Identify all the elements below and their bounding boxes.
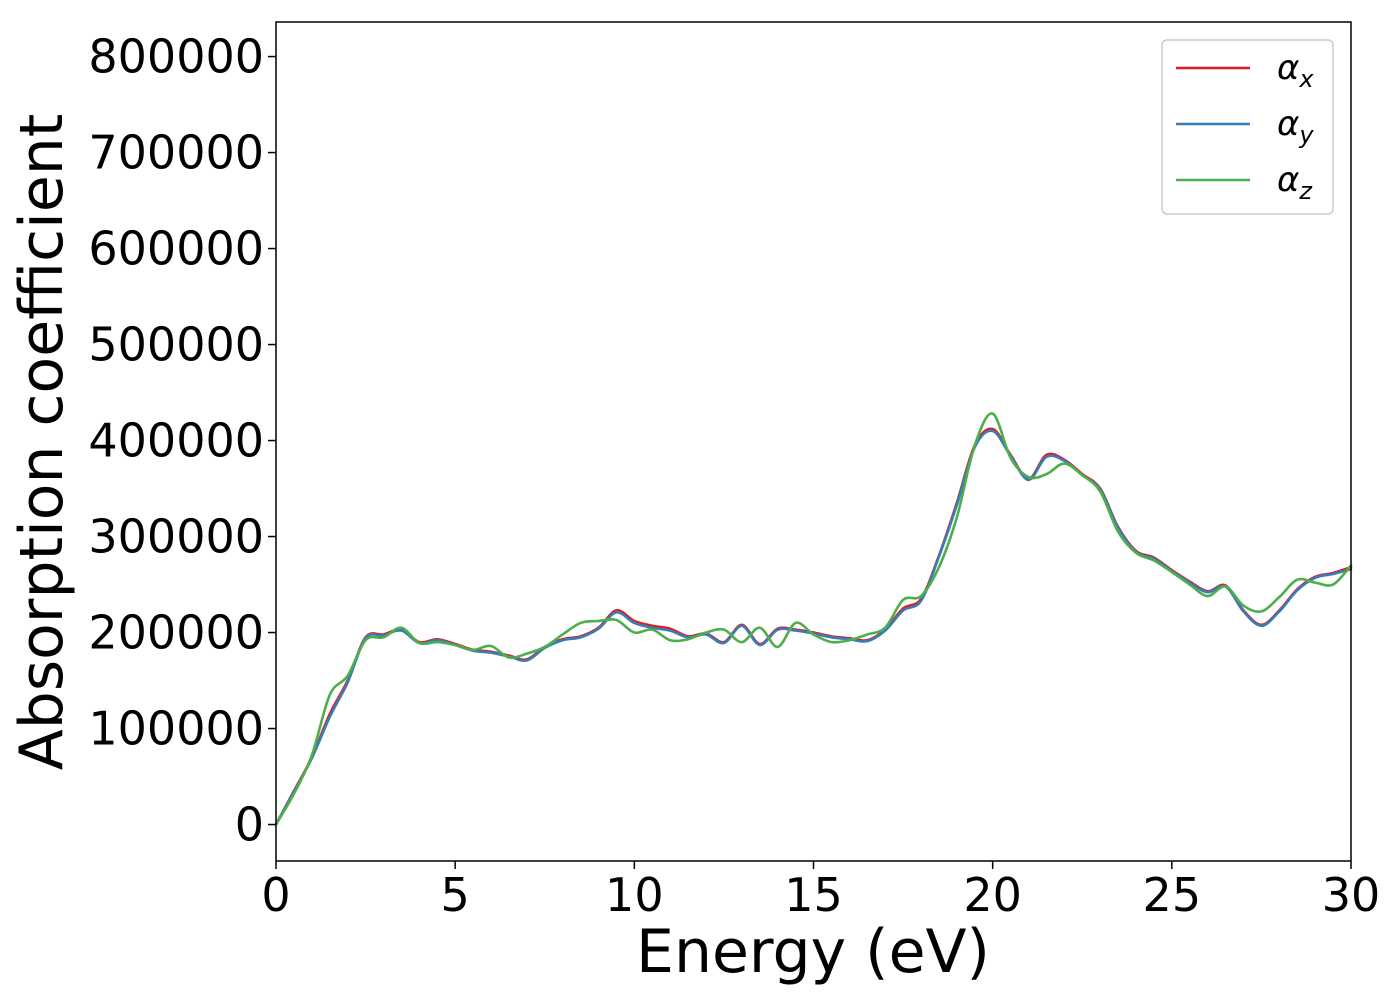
- x-tick-label: 20: [963, 868, 1022, 922]
- y-tick-label: 200000: [88, 606, 264, 660]
- x-tick-label: 30: [1322, 868, 1381, 922]
- x-tick-label: 0: [261, 868, 290, 922]
- legend-box: [1161, 39, 1334, 215]
- y-axis-title: Absorption coefficient: [7, 114, 77, 771]
- x-tick-label: 25: [1143, 868, 1202, 922]
- y-tick-label: 400000: [88, 414, 264, 468]
- y-tick-label: 100000: [88, 702, 264, 756]
- x-tick-label: 15: [784, 868, 843, 922]
- y-tick-label: 500000: [88, 318, 264, 372]
- y-tick-label: 700000: [88, 126, 264, 180]
- y-axis-ticks: 0 100000 200000 300000 400000 500000 600000 700…: [88, 30, 276, 852]
- y-tick-label: 600000: [88, 222, 264, 276]
- y-tick-label: 300000: [88, 510, 264, 564]
- x-axis-title: Energy (eV): [636, 917, 990, 987]
- y-tick-label: 0: [235, 798, 264, 852]
- x-axis-ticks: 0 5 10 15 20 25 30: [261, 861, 1380, 922]
- y-tick-label: 800000: [88, 30, 264, 84]
- series-line-alpha-z: [274, 412, 1353, 826]
- x-tick-label: 5: [441, 868, 470, 922]
- x-tick-label: 10: [605, 868, 664, 922]
- plot-lines: [274, 412, 1353, 826]
